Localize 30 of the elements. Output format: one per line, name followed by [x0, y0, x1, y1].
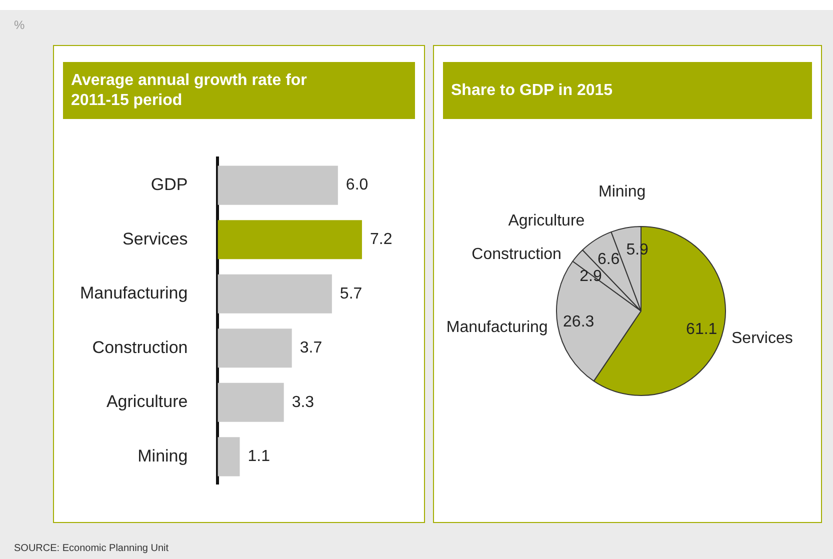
data-label: 7.2: [370, 231, 392, 248]
slice-label: Services: [732, 330, 793, 348]
y-tick-label: Manufacturing: [80, 284, 188, 303]
chart-title: Share to GDP in 2015: [443, 62, 812, 119]
chart-title: Average annual growth rate for 2011-15 period: [63, 62, 415, 119]
data-label: 5.7: [340, 285, 362, 302]
slice-label: Manufacturing: [446, 318, 548, 336]
data-label: 61.1: [686, 320, 718, 338]
source-note: SOURCE: Economic Planning Unit: [14, 543, 169, 554]
data-label: 6.6: [597, 250, 620, 268]
y-tick-label: Services: [122, 229, 188, 248]
data-label: 1.1: [248, 448, 270, 466]
bar: [218, 382, 284, 422]
y-tick-label: GDP: [150, 175, 188, 194]
data-label: 3.7: [300, 340, 322, 357]
slice-label: Agriculture: [508, 212, 585, 230]
bar: [218, 328, 292, 368]
bar: [218, 220, 362, 260]
data-label: 3.3: [292, 394, 314, 411]
y-tick-label: Construction: [92, 338, 188, 357]
slice-label: Construction: [472, 246, 562, 264]
bar: [218, 166, 338, 205]
text: %: [14, 18, 25, 32]
slice-label: Mining: [598, 183, 646, 200]
data-label: 6.0: [346, 176, 368, 194]
bar: [218, 437, 240, 476]
y-tick-label: Mining: [138, 446, 188, 466]
data-label: 26.3: [563, 313, 594, 330]
bar: [218, 274, 332, 314]
y-tick-label: Agriculture: [106, 392, 188, 412]
